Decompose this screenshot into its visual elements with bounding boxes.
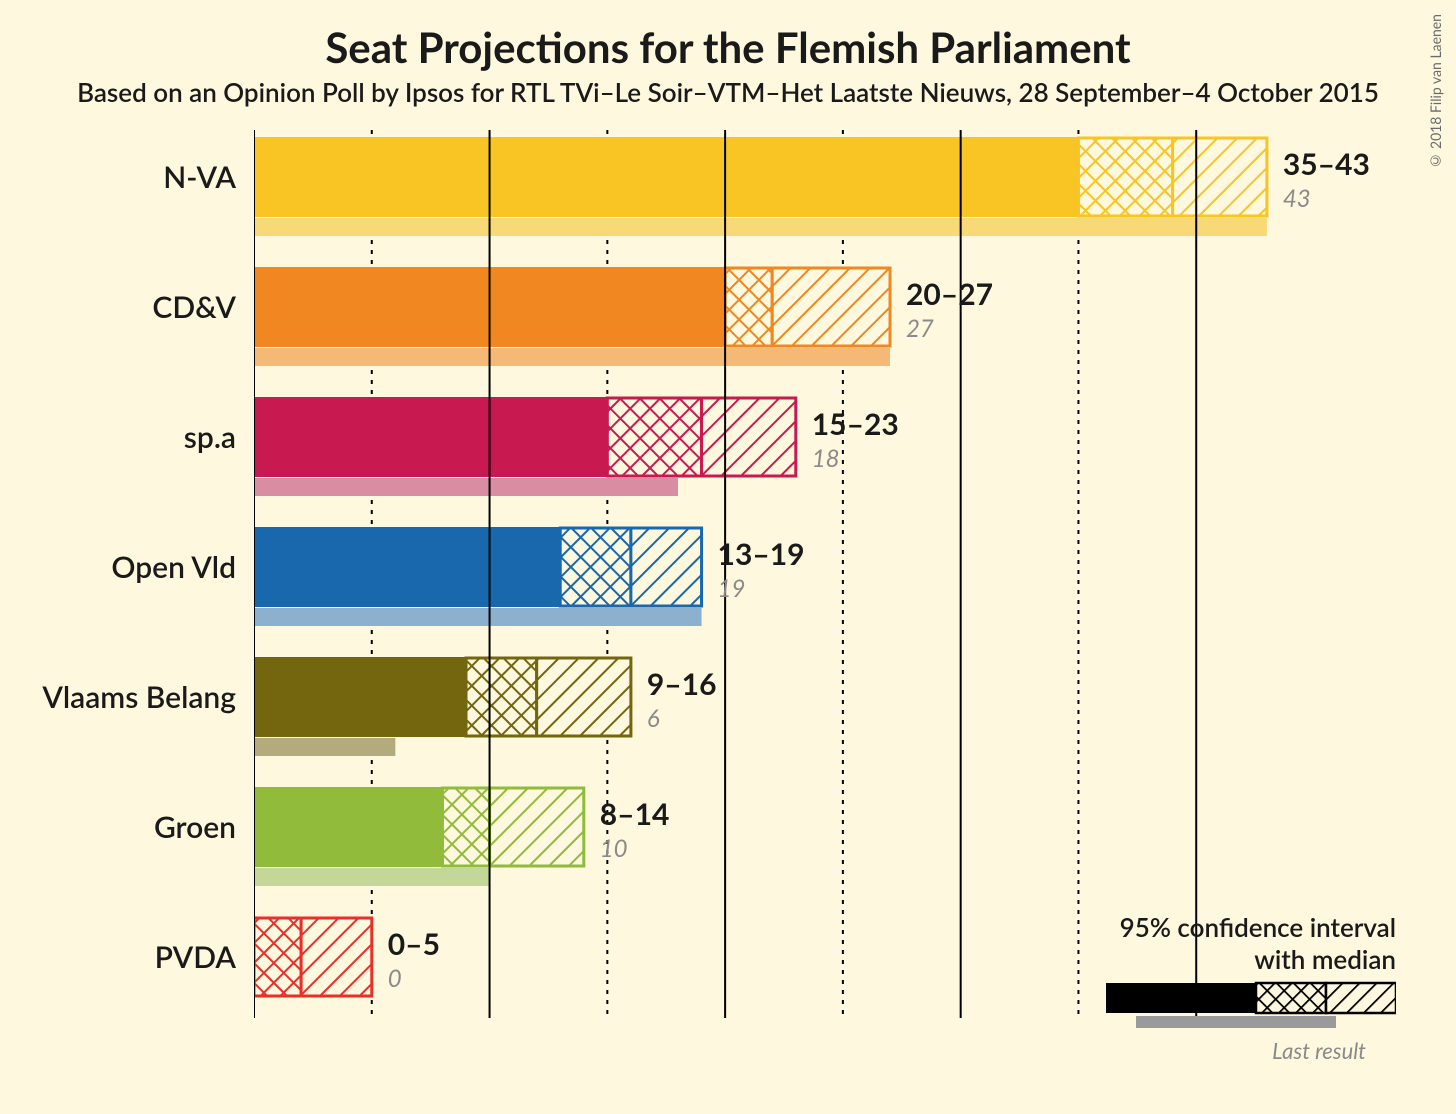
range-label: 9–16 xyxy=(647,666,717,702)
last-result-label: 19 xyxy=(718,574,746,603)
party-label: CD&V xyxy=(152,289,236,325)
legend-line-1: 95% confidence interval xyxy=(1046,911,1396,943)
legend: 95% confidence interval with median Last… xyxy=(1046,911,1396,1064)
chart-container: Seat Projections for the Flemish Parliam… xyxy=(0,0,1456,1114)
party-label: Vlaams Belang xyxy=(42,679,236,715)
range-label: 20–27 xyxy=(906,276,993,312)
party-label: Groen xyxy=(154,809,236,845)
last-result-label: 10 xyxy=(600,834,628,863)
range-label: 35–43 xyxy=(1283,146,1370,182)
range-label: 15–23 xyxy=(812,406,899,442)
credit-text: © 2018 Filip van Laenen xyxy=(1427,14,1444,170)
bar-CD&V xyxy=(254,268,890,366)
party-label: PVDA xyxy=(155,939,236,975)
party-label: Open Vld xyxy=(111,549,236,585)
legend-last-label: Last result xyxy=(1046,1037,1396,1064)
range-label: 13–19 xyxy=(718,536,805,572)
chart-title: Seat Projections for the Flemish Parliam… xyxy=(0,22,1456,72)
party-label: N-VA xyxy=(163,159,236,195)
legend-line-2: with median xyxy=(1046,943,1396,975)
bar-Groen xyxy=(254,788,584,886)
bar-sp.a xyxy=(254,398,796,496)
bar-N-VA xyxy=(254,138,1267,236)
last-result-label: 27 xyxy=(906,314,934,343)
range-label: 0–5 xyxy=(388,926,440,962)
bar-PVDA xyxy=(254,918,372,996)
last-result-label: 43 xyxy=(1283,184,1311,213)
bar-Vlaams Belang xyxy=(254,658,631,756)
party-label: sp.a xyxy=(184,419,236,455)
chart-subtitle: Based on an Opinion Poll by Ipsos for RT… xyxy=(0,76,1456,108)
last-result-label: 18 xyxy=(812,444,840,473)
legend-swatch xyxy=(1106,981,1396,1035)
bar-Open Vld xyxy=(254,528,702,626)
last-result-label: 0 xyxy=(388,964,402,993)
range-label: 8–14 xyxy=(600,796,670,832)
last-result-label: 6 xyxy=(647,704,660,733)
